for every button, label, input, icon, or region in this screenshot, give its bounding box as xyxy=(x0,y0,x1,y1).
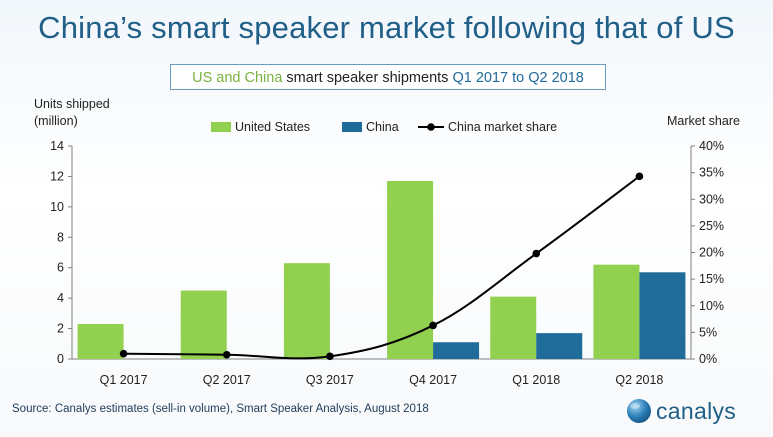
point-china-market-share xyxy=(326,352,334,361)
legend-label-china-market-share: China market share xyxy=(448,120,557,134)
x-tick-label: Q1 2018 xyxy=(512,373,560,387)
y-tick-label: 6 xyxy=(57,261,64,275)
bar-china xyxy=(433,342,480,359)
legend-label-china: China xyxy=(366,120,399,134)
y-tick-label: 2 xyxy=(57,322,64,336)
bar-united-states xyxy=(283,263,330,359)
canalys-globe-icon xyxy=(627,399,651,423)
subtitle-us-china: US and China xyxy=(192,70,283,86)
point-china-market-share xyxy=(635,172,644,181)
legend-swatch-united-states xyxy=(211,122,231,132)
logo-text: canalys xyxy=(656,397,737,424)
chart-axes: 0 2 4 6 8 10 12 14 0% 5% 10% 15% 20% 25% 30% 35% 40% Unit… xyxy=(34,97,740,387)
chart-bars xyxy=(77,180,686,359)
y2-tick-label: 40% xyxy=(699,139,724,153)
y-tick-label: 14 xyxy=(50,139,64,153)
chart-legend: United States China China market share xyxy=(211,120,557,134)
bar-united-states xyxy=(593,264,640,359)
y2-tick-label: 35% xyxy=(699,166,724,180)
y2-tick-label: 20% xyxy=(699,246,724,260)
legend-label-united-states: United States xyxy=(235,120,310,134)
bar-china xyxy=(639,272,686,359)
y2-tick-label: 30% xyxy=(699,192,724,206)
chart-subtitle: US and China smart speaker shipments Q1 … xyxy=(170,64,606,90)
bar-united-states xyxy=(180,290,227,359)
y-axis-title-unit: (million) xyxy=(34,114,78,128)
y2-tick-label: 0% xyxy=(699,352,717,366)
canalys-logo: canalys xyxy=(626,396,736,426)
y-tick-label: 10 xyxy=(50,200,64,214)
point-china-market-share xyxy=(532,249,541,258)
y2-axis-title: Market share xyxy=(667,114,740,128)
bar-united-states xyxy=(77,324,124,359)
y2-tick-label: 15% xyxy=(699,272,724,286)
bar-united-states xyxy=(387,180,434,359)
legend-marker-china-market-share xyxy=(427,123,435,131)
point-china-market-share xyxy=(222,350,231,359)
y-tick-label: 12 xyxy=(50,169,64,183)
chart-line-series xyxy=(119,172,644,361)
bar-united-states xyxy=(490,296,537,359)
x-tick-label: Q2 2018 xyxy=(615,373,663,387)
y-tick-label: 4 xyxy=(57,291,64,305)
x-tick-label: Q3 2017 xyxy=(306,373,354,387)
page-title: China’s smart speaker market following t… xyxy=(38,10,735,45)
subtitle-middle: smart speaker shipments xyxy=(282,70,453,86)
bar-china xyxy=(536,333,583,359)
x-tick-label: Q1 2017 xyxy=(100,373,148,387)
y-axis-title: Units shipped xyxy=(34,97,110,111)
subtitle-period: Q1 2017 to Q2 2018 xyxy=(452,70,584,86)
y2-tick-label: 25% xyxy=(699,219,724,233)
source-note: Source: Canalys estimates (sell-in volum… xyxy=(12,403,429,415)
point-china-market-share xyxy=(429,321,437,330)
x-tick-label: Q4 2017 xyxy=(409,373,457,387)
y-tick-label: 8 xyxy=(57,230,64,244)
y-tick-label: 0 xyxy=(57,352,64,366)
y2-tick-label: 10% xyxy=(699,299,724,313)
x-tick-label: Q2 2017 xyxy=(203,373,251,387)
legend-swatch-china xyxy=(342,122,362,132)
point-china-market-share xyxy=(119,349,128,358)
y2-tick-label: 5% xyxy=(699,325,717,339)
line-china-market-share xyxy=(123,175,641,360)
